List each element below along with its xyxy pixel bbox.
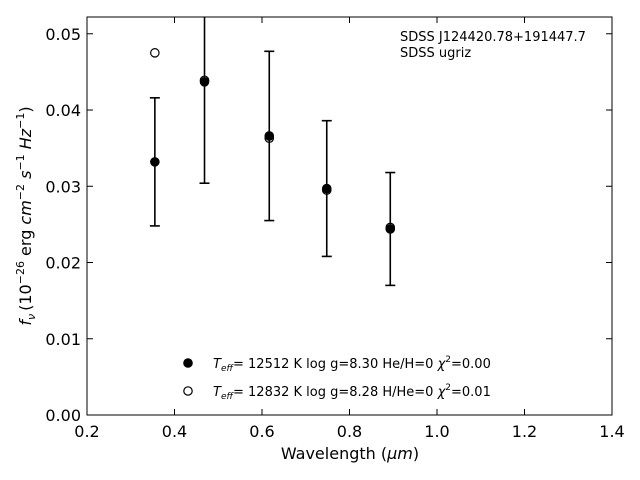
annotation-line-2: SDSS ugriz [400,46,471,61]
x-tick-label: 0.2 [74,422,99,441]
x-axis-label: Wavelength (μm) [281,444,419,463]
legend-entry-2: Teff= 12832 K log g=8.28 H/He=0 χ2=0.01 [213,383,491,402]
x-tick-label: 0.8 [337,422,362,441]
y-tick-label: 0.00 [45,406,81,425]
y-tick-label: 0.01 [45,330,81,349]
data-point-open [321,185,332,195]
data-points [150,48,396,234]
y-tick-label: 0.05 [45,25,81,44]
axis-ticks: 0.2 0.4 0.6 0.8 1.0 1.2 1.4 0.00 0.01 0.02 0.03 0.0… [45,17,625,441]
x-tick-label: 1.0 [424,422,449,441]
y-tick-label: 0.03 [45,177,81,196]
x-tick-label: 1.2 [512,422,537,441]
legend-marker-open [183,386,193,396]
plot-area [86,16,613,416]
y-tick-label: 0.04 [45,101,81,120]
data-point-open [264,133,275,144]
legend-marker-filled [183,358,193,368]
x-tick-label: 1.4 [599,422,624,441]
legend-entry-1: Teff= 12512 K log g=8.30 He/H=0 χ2=0.00 [213,355,491,374]
legend: Teff= 12512 K log g=8.30 He/H=0 χ2=0.00 … [183,355,491,402]
data-point-open [150,48,160,58]
x-tick-label: 0.4 [162,422,187,441]
data-point-open [199,75,210,86]
y-axis-label: fν(10−26 erg cm−2 s−1 Hz−1) [14,106,38,325]
data-point-open [385,222,396,233]
y-tick-label: 0.02 [45,254,81,273]
data-point-filled [150,157,160,167]
annotation-line-1: SDSS J124420.78+191447.7 [400,30,586,45]
x-tick-label: 0.6 [249,422,274,441]
